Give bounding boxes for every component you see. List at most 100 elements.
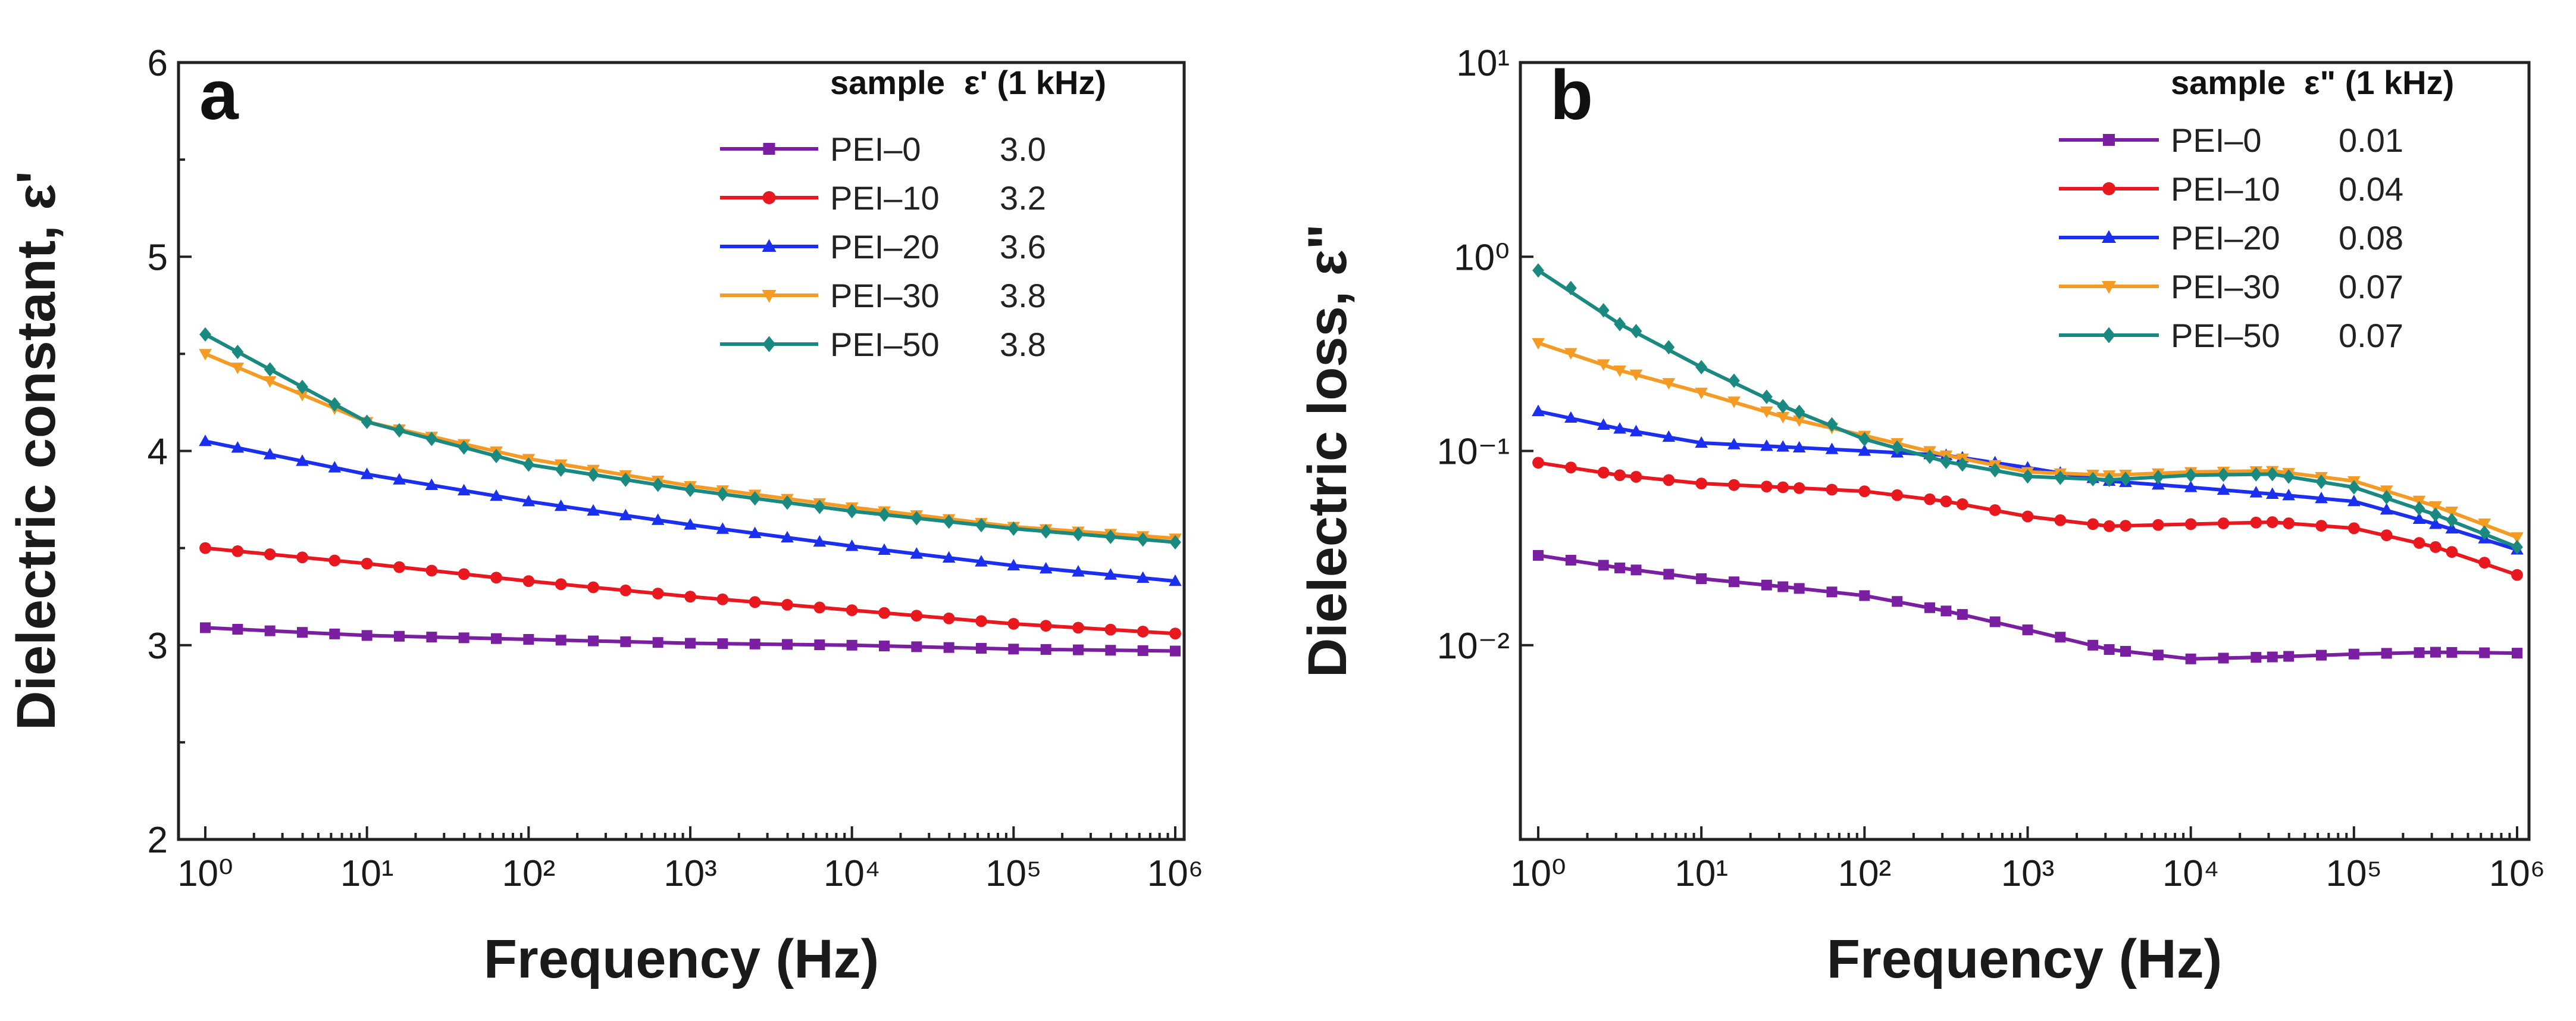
curve-marker <box>1760 406 1773 419</box>
curve-marker <box>1826 483 1838 496</box>
curve-marker <box>2414 647 2425 658</box>
curve-marker <box>231 441 245 453</box>
curve-marker <box>1760 389 1773 404</box>
curve-marker <box>1630 324 1642 339</box>
data-point <box>361 414 373 429</box>
panel-b-y-axis-title: Dielectric loss, ε" <box>1297 224 1358 677</box>
data-point <box>2266 516 2278 528</box>
curve-marker <box>1597 359 1610 371</box>
x-tick-label: 10³ <box>2001 853 2055 894</box>
legend-label: PEI–20 <box>2171 219 2280 257</box>
x-tick-label: 10⁴ <box>2162 853 2220 894</box>
data-point <box>846 504 858 519</box>
data-point <box>2184 480 2198 492</box>
series-line <box>205 439 1176 583</box>
x-tick-label: 10¹ <box>340 853 394 894</box>
curve-marker <box>1137 532 1149 547</box>
curve-marker <box>491 633 502 644</box>
curve-marker <box>1662 430 1676 442</box>
curve-marker <box>2120 472 2131 486</box>
curve-marker <box>1924 493 1936 505</box>
curve-marker <box>2478 557 2491 569</box>
legend-label: PEI–30 <box>830 277 940 314</box>
panel-a-y-axis-title: Dielectric constant, ε' <box>6 171 67 730</box>
data-point <box>522 495 536 507</box>
curve-marker <box>2217 483 2230 495</box>
curve-marker <box>263 376 277 388</box>
legend-marker <box>762 239 777 252</box>
curve-marker <box>619 472 632 487</box>
curve-marker <box>1663 474 1675 486</box>
legend-entry: PEI–50 0.07 <box>2059 317 2403 354</box>
curve-marker <box>1073 644 1084 655</box>
data-point <box>1777 481 1789 494</box>
curve-marker <box>555 462 567 477</box>
curve-marker <box>1630 471 1642 483</box>
curve-marker <box>652 637 663 648</box>
curve-marker <box>2316 650 2327 661</box>
curve-marker <box>2479 647 2490 658</box>
data-point <box>1858 485 1871 498</box>
curve-marker <box>2446 546 2458 558</box>
curve-marker <box>555 578 567 591</box>
curve-marker <box>264 548 276 560</box>
data-point <box>1776 440 1790 452</box>
legend-value: 3.0 <box>1000 130 1046 168</box>
curve-marker <box>2054 514 2067 526</box>
panel-b: b 10⁰ 10¹ 10² 10³ 10⁴ 10⁵ 10⁶ 10¹ 10⁰ 10⁻¹ 10⁻² sa… <box>1297 43 2545 989</box>
curve-marker <box>2152 470 2164 485</box>
data-point <box>523 633 534 645</box>
data-point <box>1940 454 1952 469</box>
data-point <box>2022 624 2033 635</box>
panel-a-axis-ticks: 10⁰ 10¹ 10² 10³ 10⁴ 10⁵ 10⁶ 2 3 4 5 6 <box>148 43 1204 894</box>
series-pei-10 <box>199 542 1181 640</box>
data-point <box>2511 569 2523 581</box>
data-point <box>684 518 697 530</box>
curve-marker <box>296 379 308 394</box>
legend-entry: PEI–10 0.04 <box>2059 170 2403 208</box>
curve-marker <box>1629 424 1643 436</box>
series-pei-30 <box>199 349 1182 545</box>
panel-a-x-axis-title: Frequency (Hz) <box>484 929 879 989</box>
curve-marker <box>1104 568 1118 580</box>
curve-marker <box>976 642 987 654</box>
curve-marker <box>1040 524 1052 539</box>
data-point <box>2021 469 2034 484</box>
curve-marker <box>2478 525 2491 540</box>
legend-value: 0.04 <box>2339 170 2403 208</box>
curve-marker <box>813 499 826 514</box>
legend-b-header-sample: sample <box>2171 64 2286 101</box>
data-point <box>1170 645 1181 657</box>
curve-marker <box>458 632 469 644</box>
data-point <box>2103 520 2115 532</box>
legend-value: 3.2 <box>1000 179 1046 217</box>
series-pei-0 <box>200 622 1181 657</box>
legend-entry: PEI–0 3.0 <box>720 130 1046 168</box>
data-point <box>2511 539 2523 555</box>
data-point <box>1169 574 1182 586</box>
data-point <box>1533 549 1544 561</box>
series-pei-10 <box>1532 457 2523 581</box>
series-pei-50 <box>1532 263 2523 555</box>
data-point <box>1858 444 1871 456</box>
legend-value: 3.8 <box>1000 277 1046 314</box>
data-point <box>361 630 373 641</box>
data-point <box>685 638 696 649</box>
curve-marker <box>231 363 245 374</box>
curve-marker <box>1761 579 1772 591</box>
curve-marker <box>1629 369 1643 382</box>
curve-marker <box>1826 586 1838 598</box>
data-point <box>1695 436 1708 448</box>
data-point <box>1777 399 1789 414</box>
data-point <box>1940 605 1952 617</box>
curve-marker <box>781 530 794 543</box>
curve-marker <box>587 504 600 516</box>
data-point <box>1169 535 1181 549</box>
curve-marker <box>2315 520 2327 532</box>
curve-marker <box>652 477 664 492</box>
curve-marker <box>1793 482 1805 494</box>
legend-label: PEI–10 <box>2171 170 2280 208</box>
curve-marker <box>328 397 341 412</box>
curve-marker <box>2315 474 2327 489</box>
